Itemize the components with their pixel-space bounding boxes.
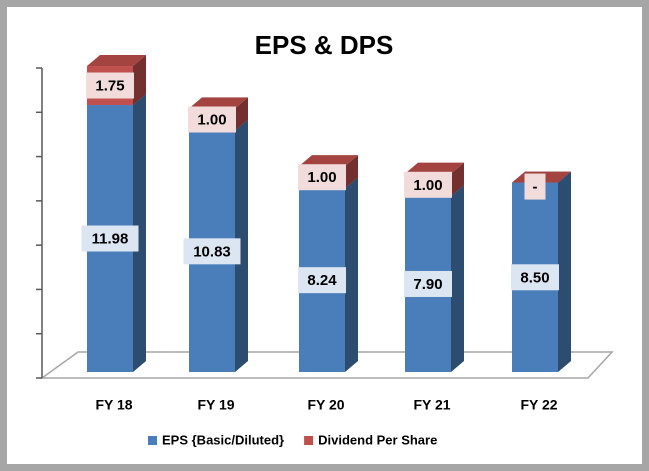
- bar-side: [558, 171, 571, 372]
- bar-top: [299, 155, 358, 167]
- bar-side: [345, 177, 358, 372]
- value-label-box: [298, 164, 346, 191]
- value-label-box: [524, 173, 546, 200]
- bar-side: [451, 162, 464, 196]
- value-label-box: [298, 267, 346, 294]
- value-label-box: [183, 238, 241, 265]
- value-label-box: [404, 171, 452, 198]
- bar-side: [235, 97, 248, 131]
- value-label: 1.00: [197, 111, 226, 128]
- value-label: 11.98: [92, 230, 129, 247]
- bar-side: [133, 94, 146, 372]
- value-label-box: [188, 106, 236, 133]
- chart-title: EPS & DPS: [255, 30, 394, 60]
- x-tick-label: FY 21: [413, 397, 450, 413]
- bar-side: [345, 155, 358, 189]
- bar-side: [133, 55, 146, 106]
- value-label-box: [86, 72, 134, 99]
- value-label-box: [404, 270, 452, 297]
- legend-swatch: [148, 436, 157, 445]
- value-label: 8.24: [307, 272, 337, 289]
- value-label: 1.00: [307, 169, 336, 186]
- legend-label: Dividend Per Share: [318, 432, 437, 447]
- value-label: 8.50: [520, 269, 549, 286]
- value-label: 10.83: [193, 243, 231, 260]
- value-label: 7.90: [413, 276, 442, 293]
- x-tick-label: FY 19: [197, 397, 234, 413]
- bar-top: [87, 55, 146, 67]
- x-tick-label: FY 18: [95, 397, 132, 413]
- value-label-box: [81, 225, 139, 252]
- value-label: 1.75: [95, 77, 124, 94]
- bar-top: [405, 162, 464, 174]
- legend-label: EPS {Basic/Diluted}: [162, 432, 284, 447]
- value-label: -: [533, 179, 538, 196]
- bar-top: [189, 97, 248, 109]
- legend-swatch: [304, 436, 314, 445]
- x-tick-label: FY 20: [307, 397, 344, 413]
- value-label: 1.00: [413, 177, 442, 194]
- value-label-box: [511, 264, 559, 291]
- x-tick-label: FY 22: [520, 397, 557, 413]
- bar-side: [451, 184, 464, 372]
- bar-side: [235, 119, 248, 372]
